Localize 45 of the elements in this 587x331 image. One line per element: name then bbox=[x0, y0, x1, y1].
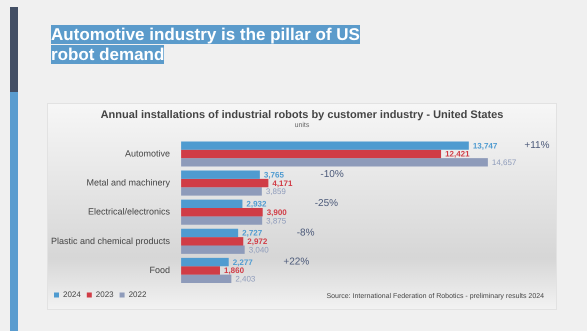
bar bbox=[181, 274, 232, 283]
data-label: 3,765 bbox=[264, 170, 284, 180]
data-label: 12,421 bbox=[445, 150, 470, 159]
data-label: 3,040 bbox=[248, 245, 270, 254]
data-label: 13,747 bbox=[472, 141, 498, 150]
bar bbox=[181, 141, 469, 150]
bar bbox=[181, 170, 260, 179]
bar bbox=[181, 266, 220, 275]
bar bbox=[181, 245, 245, 254]
data-label: 2,972 bbox=[247, 237, 268, 246]
y-tick-label: Metal and machinery bbox=[86, 178, 171, 188]
y-tick-label: Automotive bbox=[125, 148, 170, 158]
y-tick-label: Food bbox=[150, 264, 170, 275]
data-label: 1,860 bbox=[224, 266, 245, 276]
data-label: 3,859 bbox=[266, 187, 286, 196]
bar bbox=[181, 178, 268, 188]
y-tick-label: Plastic and chemical products bbox=[50, 236, 171, 246]
data-label: 3,875 bbox=[266, 216, 287, 226]
bar bbox=[181, 200, 242, 208]
y-tick-label: Electrical/electronics bbox=[88, 206, 171, 217]
chart-subtitle: Annual installations of industrial robots by customer industry - United States bbox=[100, 109, 504, 121]
legend-label: 2022 bbox=[128, 290, 147, 300]
annotation: -25% bbox=[314, 198, 338, 210]
data-label: 2,727 bbox=[242, 228, 263, 238]
bar bbox=[181, 216, 262, 225]
legend-label: 2023 bbox=[96, 290, 114, 300]
data-label: 3,900 bbox=[266, 208, 288, 217]
data-label: 14,657 bbox=[492, 158, 517, 168]
data-label: 2,403 bbox=[235, 274, 256, 284]
bar bbox=[181, 187, 262, 196]
data-label: 2,932 bbox=[246, 200, 268, 209]
data-label: 4,171 bbox=[272, 178, 293, 188]
annotation: -10% bbox=[320, 169, 344, 180]
bar bbox=[181, 237, 244, 246]
bar bbox=[181, 208, 263, 216]
annotation: +22% bbox=[283, 256, 310, 268]
legend-label: 2024 bbox=[63, 290, 82, 300]
data-label: 2,277 bbox=[232, 258, 254, 267]
annotation: -8% bbox=[296, 227, 315, 238]
bar bbox=[181, 158, 488, 166]
text: +11% bbox=[524, 140, 550, 151]
bar bbox=[181, 258, 229, 266]
chart-title: Automotive industry is the pillar of US robot demand bbox=[51, 25, 360, 64]
bar bbox=[181, 228, 238, 238]
bar bbox=[181, 150, 442, 158]
